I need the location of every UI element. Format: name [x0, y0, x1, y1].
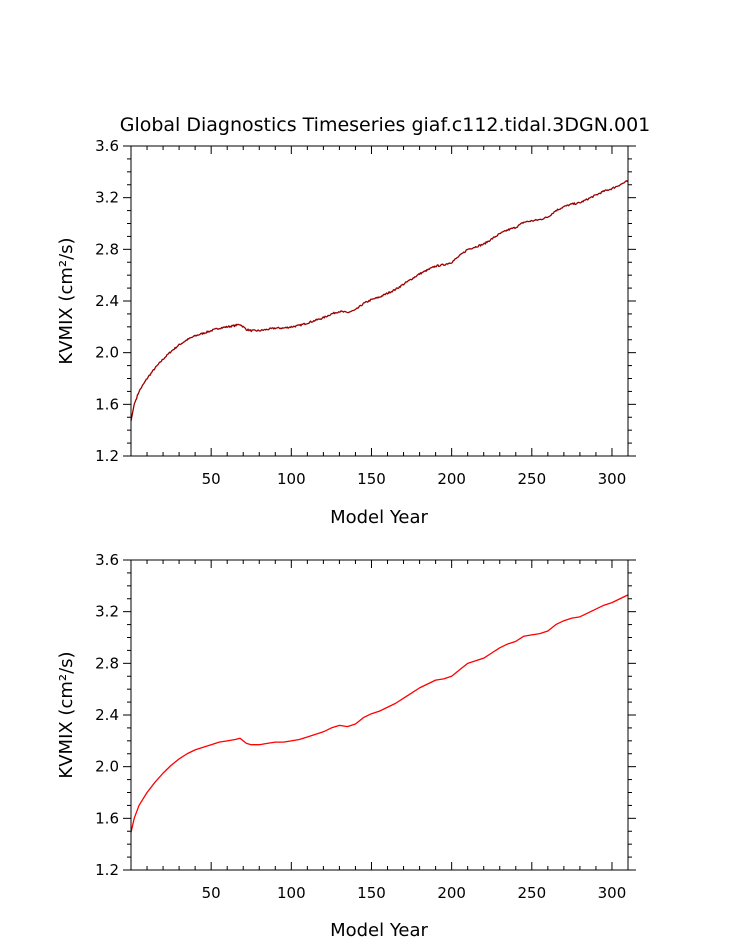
bottom-chart-ytick-label: 1.2: [95, 861, 119, 879]
bottom-chart-xtick-labels: 50 100 150 200 250 300: [202, 884, 627, 902]
bottom-chart-xtick-label: 300: [598, 884, 627, 902]
top-chart-xtick-label: 200: [437, 470, 466, 488]
bottom-chart-ytick-label: 2.4: [95, 706, 119, 724]
top-chart-ticks: [123, 145, 636, 457]
top-chart-ytick-label: 1.6: [95, 395, 119, 413]
top-chart: 1.21.62.02.42.83.23.6 50 100 150 200 250 300 …: [56, 137, 636, 528]
top-chart-ylabel: KVMIX (cm²/s): [56, 237, 77, 364]
top-chart-xtick-labels: 50 100 150 200 250 300: [202, 470, 627, 488]
top-chart-ytick-label: 3.6: [95, 137, 119, 155]
top-chart-frame: [130, 145, 629, 457]
top-chart-series-annual: [130, 179, 629, 422]
top-chart-series: [130, 179, 629, 422]
bottom-chart-xtick-label: 100: [277, 884, 306, 902]
bottom-chart-ytick-labels: 1.2 1.6 2.0 2.4 2.8 3.2 3.6: [95, 551, 119, 879]
bottom-chart: 1.21.62.02.42.83.23.6 50 100 150 200 250 300 …: [56, 551, 636, 941]
top-chart-xlabel: Model Year: [330, 507, 428, 528]
top-chart-ytick-labels: 1.2 1.6 2.0 2.4 2.8 3.2 3.6: [95, 137, 119, 465]
bottom-chart-ylabel: KVMIX (cm²/s): [56, 651, 77, 778]
top-chart-xtick-label: 300: [598, 470, 627, 488]
bottom-chart-series: [130, 594, 629, 833]
bottom-chart-ytick-label: 3.6: [95, 551, 119, 569]
top-chart-xtick-label: 250: [517, 470, 546, 488]
top-chart-xtick-label: 150: [357, 470, 386, 488]
bottom-chart-ticks: [123, 559, 636, 871]
top-chart-ytick-label: 2.0: [95, 344, 119, 362]
chart-title: Global Diagnostics Timeseries giaf.c112.…: [120, 114, 651, 136]
bottom-chart-series-smoothed: [130, 594, 629, 833]
bottom-chart-xtick-label: 150: [357, 884, 386, 902]
top-chart-ytick-label: 1.2: [95, 447, 119, 465]
top-chart-xtick-label: 100: [277, 470, 306, 488]
bottom-chart-xtick-label: 250: [517, 884, 546, 902]
top-chart-ytick-label: 2.8: [95, 240, 119, 258]
top-chart-ytick-label: 3.2: [95, 189, 119, 207]
bottom-chart-frame: [130, 559, 629, 871]
bottom-chart-xtick-label: 50: [202, 884, 221, 902]
top-chart-xtick-label: 50: [202, 470, 221, 488]
bottom-chart-ytick-label: 3.2: [95, 603, 119, 621]
bottom-chart-ytick-label: 2.0: [95, 758, 119, 776]
bottom-chart-ytick-label: 2.8: [95, 654, 119, 672]
top-chart-ytick-label: 2.4: [95, 292, 119, 310]
bottom-chart-xtick-label: 200: [437, 884, 466, 902]
bottom-chart-xlabel: Model Year: [330, 920, 428, 941]
bottom-chart-ytick-label: 1.6: [95, 809, 119, 827]
